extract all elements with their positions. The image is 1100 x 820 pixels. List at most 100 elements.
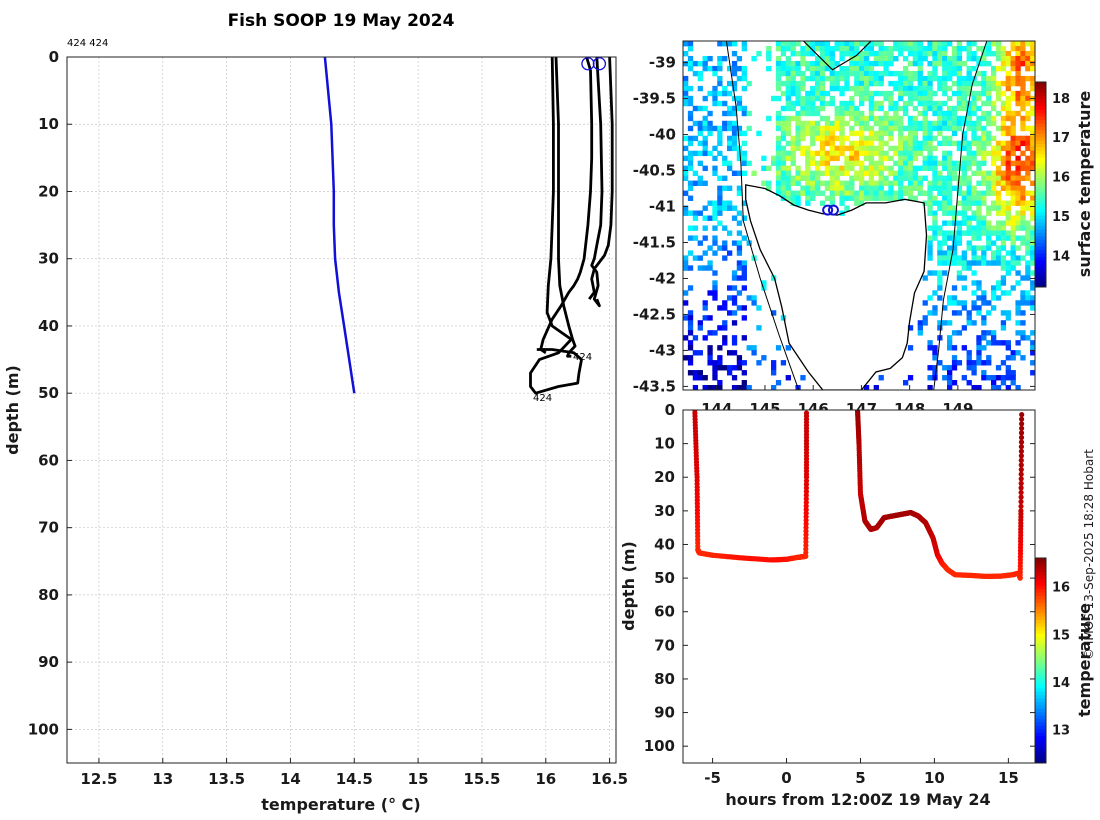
sst-cell bbox=[986, 220, 992, 226]
sst-cell bbox=[922, 50, 928, 57]
sst-colorbar-step bbox=[1035, 85, 1046, 90]
sst-cell bbox=[844, 190, 850, 196]
sst-cell bbox=[937, 205, 943, 211]
sst-cell bbox=[947, 185, 953, 191]
sst-cell bbox=[971, 290, 977, 296]
sst-cell bbox=[951, 170, 958, 177]
sst-cell bbox=[775, 45, 782, 52]
sst-cell bbox=[1015, 170, 1021, 177]
sst-cell bbox=[976, 230, 982, 236]
sst-cell bbox=[1020, 190, 1026, 196]
sst-cell bbox=[981, 75, 987, 82]
sst-cell bbox=[815, 85, 821, 92]
sst-cell bbox=[707, 110, 713, 117]
sst-cell bbox=[917, 165, 923, 172]
sst-cell bbox=[1005, 370, 1011, 376]
sst-cell bbox=[731, 105, 738, 112]
sst-cell bbox=[727, 350, 733, 356]
sst-cell bbox=[824, 65, 831, 72]
sst-cell bbox=[785, 120, 791, 127]
sst-cell bbox=[785, 140, 791, 147]
sst-cell bbox=[1020, 210, 1026, 216]
sst-cell bbox=[937, 105, 943, 112]
sst-cell bbox=[1025, 135, 1031, 142]
sst-cell bbox=[883, 115, 889, 122]
sst-cell bbox=[854, 80, 860, 87]
sst-cell bbox=[731, 120, 738, 127]
sst-colorbar-step bbox=[1035, 266, 1046, 271]
sst-cell bbox=[790, 105, 796, 112]
sst-cell bbox=[917, 70, 923, 77]
sst-cell bbox=[981, 225, 987, 231]
sst-cell bbox=[907, 165, 914, 172]
sst-colorbar-step bbox=[1035, 256, 1046, 261]
sst-cell bbox=[1010, 245, 1016, 251]
sst-cell bbox=[937, 225, 943, 231]
sst-cell bbox=[981, 170, 987, 177]
sst-cell bbox=[805, 45, 811, 52]
sst-cell bbox=[1025, 50, 1031, 57]
sst-cell bbox=[947, 125, 953, 132]
sst-cell bbox=[800, 120, 806, 127]
sst-cell bbox=[819, 65, 826, 72]
sst-cell bbox=[971, 95, 977, 102]
sst-colorbar-step bbox=[1035, 177, 1046, 182]
sst-cell bbox=[771, 160, 777, 167]
sst-colorbar-step bbox=[1035, 222, 1046, 226]
sst-cell bbox=[834, 175, 840, 181]
sst-cell bbox=[947, 380, 953, 386]
sst-cell bbox=[951, 90, 958, 97]
sst-cell bbox=[795, 140, 801, 147]
sst-cell bbox=[995, 340, 1002, 346]
sst-cell bbox=[1010, 135, 1016, 142]
sst-cell bbox=[966, 195, 972, 201]
sst-cell bbox=[795, 170, 801, 177]
sst-cell bbox=[771, 360, 777, 366]
sst-cell bbox=[1010, 170, 1016, 177]
sst-cell bbox=[971, 80, 977, 87]
sst-cell bbox=[1030, 165, 1035, 172]
sst-cell bbox=[717, 60, 723, 67]
sst-cell bbox=[878, 120, 884, 127]
sst-cell bbox=[683, 205, 689, 211]
sst-colorbar-step bbox=[1035, 129, 1046, 134]
sst-cell bbox=[981, 250, 987, 256]
sst-cell bbox=[873, 120, 879, 127]
sst-cell bbox=[834, 120, 840, 127]
sst-cell bbox=[991, 295, 997, 301]
sst-cell bbox=[795, 190, 801, 196]
sst-cell bbox=[991, 385, 997, 390]
sst-cell bbox=[805, 65, 811, 72]
temp-colorbar-step bbox=[1035, 643, 1046, 648]
sst-cell bbox=[834, 135, 840, 142]
sst-cell bbox=[976, 220, 982, 226]
sst-cell bbox=[1015, 300, 1021, 306]
sst-cell bbox=[883, 65, 889, 72]
sst-cell bbox=[687, 60, 694, 67]
sst-cell bbox=[824, 90, 831, 97]
temp-colorbar-step bbox=[1035, 595, 1046, 600]
sst-cell bbox=[912, 41, 919, 47]
sst-cell bbox=[722, 255, 728, 261]
sst-colorbar-step bbox=[1035, 160, 1046, 165]
sst-cell bbox=[951, 160, 958, 167]
sst-cell bbox=[790, 70, 796, 77]
sst-cell bbox=[1005, 345, 1011, 351]
sst-cell bbox=[1000, 125, 1007, 132]
sst-cell bbox=[986, 170, 992, 177]
sst-cell bbox=[854, 160, 860, 167]
sst-cell bbox=[1020, 41, 1026, 47]
sst-cell bbox=[707, 345, 713, 351]
sst-cell bbox=[956, 300, 963, 306]
sst-cell bbox=[712, 330, 718, 336]
sst-cell bbox=[907, 95, 914, 102]
sst-cell bbox=[1010, 190, 1016, 196]
sst-cell bbox=[815, 75, 821, 82]
sst-cell bbox=[981, 125, 987, 132]
sst-cell bbox=[888, 195, 894, 201]
sst-cell bbox=[981, 160, 987, 167]
sst-cell bbox=[717, 130, 723, 137]
sst-cell bbox=[829, 200, 835, 206]
sst-cell bbox=[917, 150, 923, 157]
sst-cell bbox=[991, 170, 997, 177]
